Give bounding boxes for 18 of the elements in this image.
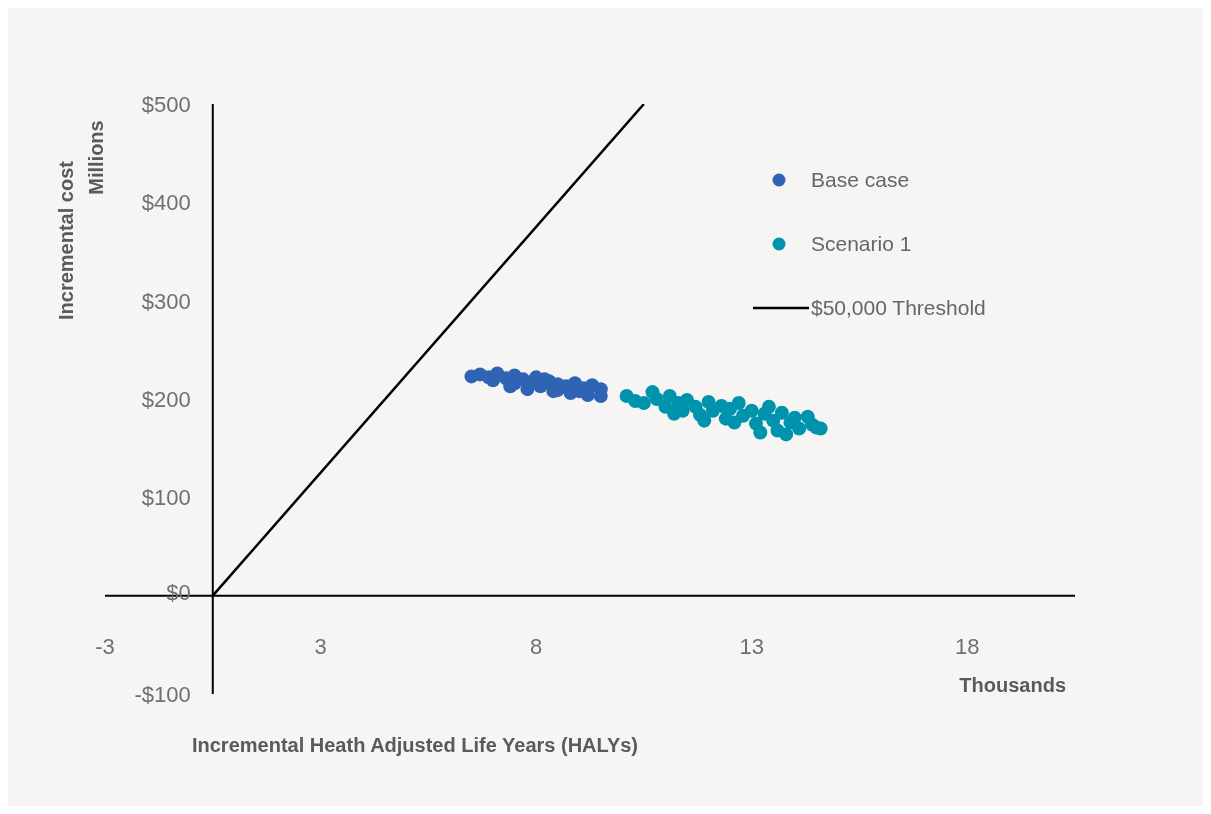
x-tick-label: 3 <box>314 634 327 660</box>
y-axis-title: Incremental cost <box>54 160 78 322</box>
annotation: Millions <box>84 119 108 197</box>
x-tick-label: 13 <box>739 634 764 660</box>
legend-label: Base case <box>811 168 910 192</box>
y-tick-label: $200 <box>141 387 191 412</box>
y-tick-label: $300 <box>141 288 191 314</box>
y-tick-label: $400 <box>141 190 191 216</box>
y-tick-label: $500 <box>141 92 191 117</box>
x-tick-label: 8 <box>529 634 543 660</box>
y-tick-label: $100 <box>141 485 191 511</box>
legend-label: $50,000 Threshold <box>811 296 986 320</box>
y-tick-label: -$100 <box>134 682 191 707</box>
legend-label: Scenario 1 <box>811 232 912 256</box>
annotation: Thousands <box>958 674 1066 697</box>
x-tick-label: -3 <box>95 634 115 660</box>
x-axis-title: Incremental Heath Adjusted Life Years (HALYs) <box>190 734 640 757</box>
x-tick-label: 18 <box>954 634 980 660</box>
